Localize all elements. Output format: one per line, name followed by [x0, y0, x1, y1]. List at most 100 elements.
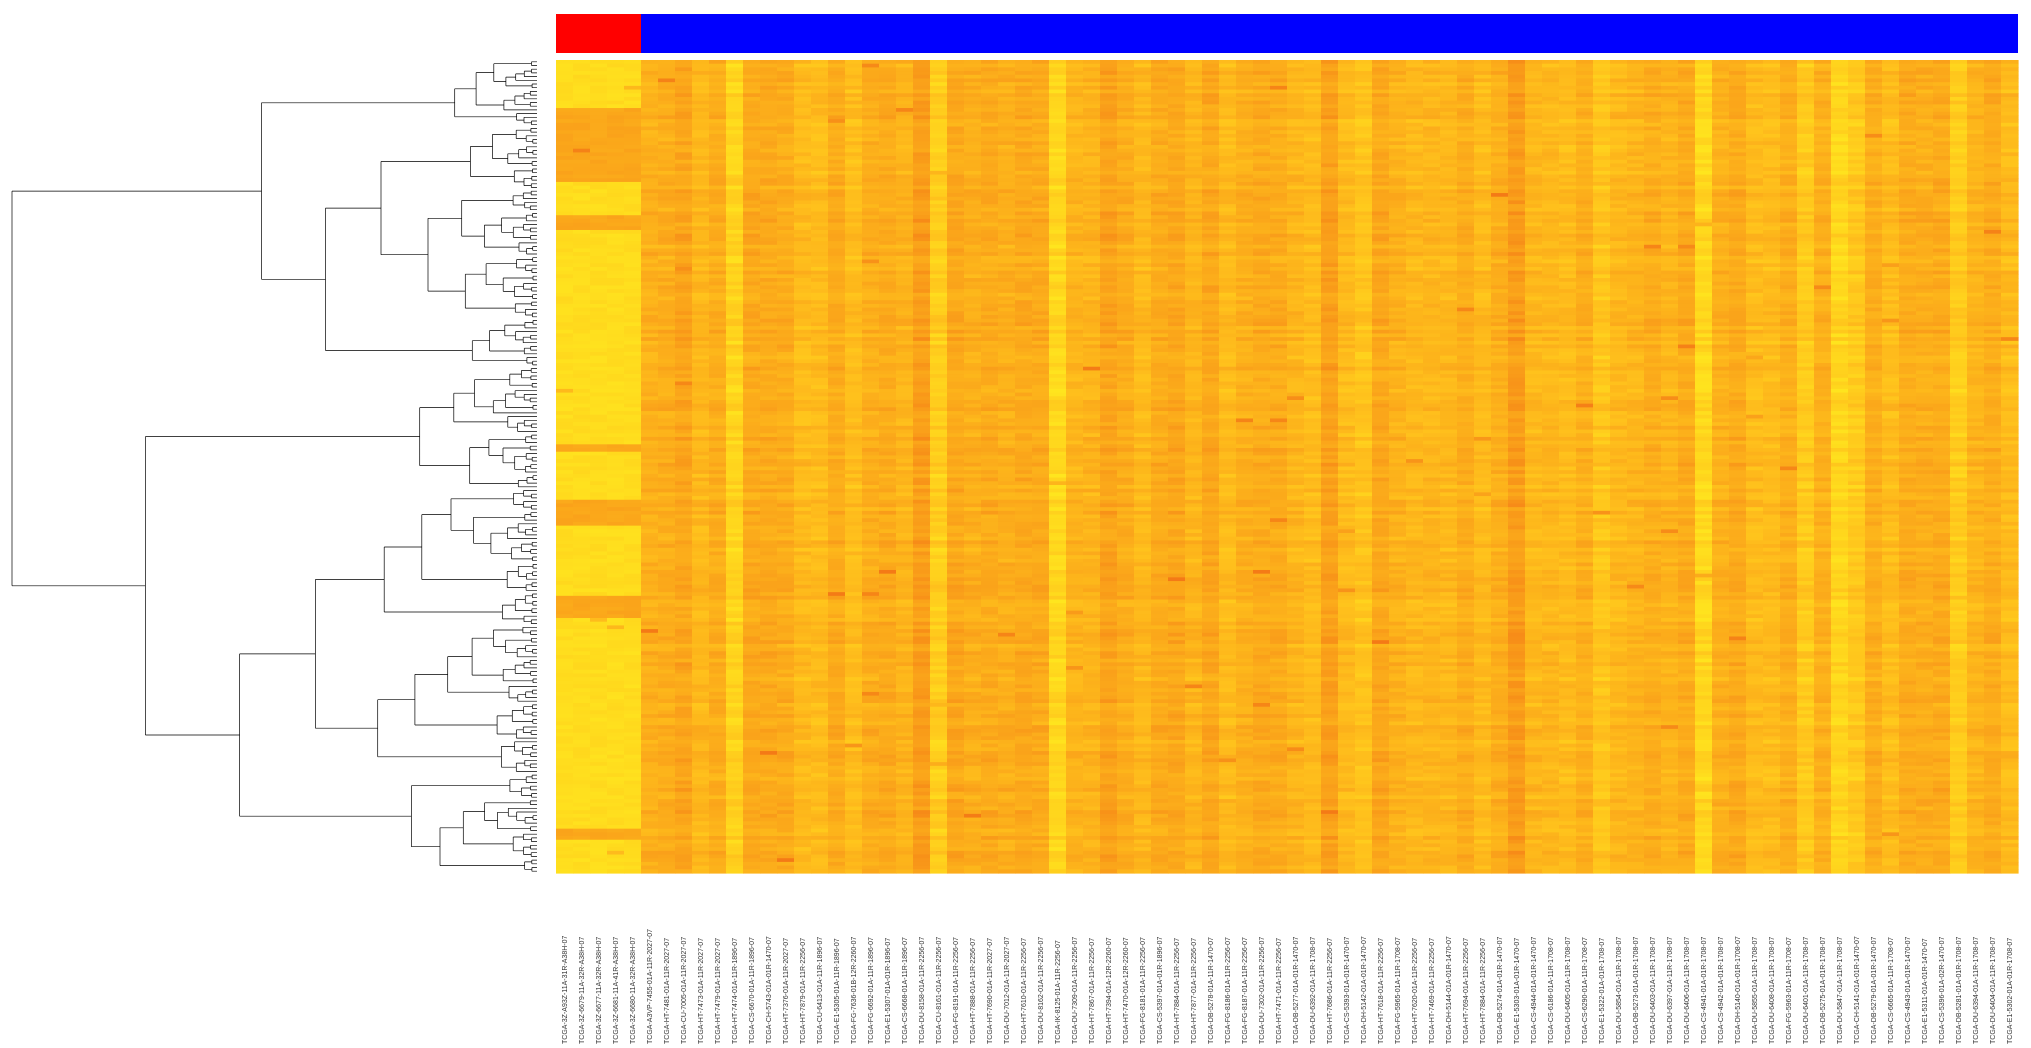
heatmap-cell	[930, 104, 948, 109]
heatmap-cell	[879, 111, 897, 117]
heatmap-cell	[794, 717, 812, 723]
heatmap-cell	[641, 259, 659, 264]
heatmap-cell	[794, 695, 812, 700]
heatmap-cell	[726, 795, 744, 800]
heatmap-cell	[624, 200, 642, 205]
heatmap-cell	[556, 488, 574, 493]
heatmap-cell	[607, 562, 625, 567]
heatmap-cell	[760, 695, 778, 700]
heatmap-cell	[641, 651, 659, 656]
heatmap-cell	[658, 363, 676, 368]
heatmap-cell	[913, 344, 931, 349]
heatmap-cell	[879, 78, 897, 83]
heatmap-cell	[641, 399, 659, 405]
heatmap-cell	[658, 521, 676, 527]
heatmap-cell	[777, 484, 795, 490]
heatmap-cell	[845, 666, 863, 671]
heatmap-cell	[590, 285, 608, 290]
heatmap-cell	[624, 839, 642, 845]
heatmap-cell	[828, 507, 846, 512]
heatmap-cell	[692, 699, 710, 704]
heatmap-cell	[709, 765, 727, 771]
heatmap-cell	[556, 577, 574, 582]
heatmap-cell	[573, 148, 591, 153]
heatmap-cell	[811, 651, 829, 656]
heatmap-cell	[573, 218, 591, 224]
heatmap-cell	[709, 133, 727, 139]
heatmap-cell	[777, 241, 795, 246]
heatmap-cell	[845, 133, 863, 139]
heatmap-cell	[811, 414, 829, 420]
heatmap-cell	[879, 292, 897, 298]
heatmap-cell	[845, 544, 863, 549]
heatmap-cell	[675, 666, 693, 671]
heatmap-cell	[675, 839, 693, 845]
heatmap-cell	[658, 751, 676, 756]
heatmap-cell	[573, 614, 591, 619]
heatmap-cell	[896, 525, 914, 530]
heatmap-cell	[828, 847, 846, 852]
heatmap-cell	[726, 629, 744, 634]
heatmap-cell	[556, 148, 574, 153]
heatmap-cell	[590, 152, 608, 157]
heatmap-cell	[913, 824, 931, 830]
heatmap-cell	[811, 728, 829, 734]
heatmap-cell	[641, 411, 659, 416]
heatmap-cell	[556, 699, 574, 704]
heatmap-cell	[811, 314, 829, 320]
heatmap-cell	[811, 481, 829, 486]
heatmap-cell	[913, 174, 931, 179]
heatmap-cell	[862, 865, 880, 870]
heatmap-cell	[760, 625, 778, 630]
heatmap-cell	[896, 688, 914, 693]
heatmap-cell	[760, 788, 778, 793]
heatmap-cell	[862, 677, 880, 682]
heatmap-cell	[692, 388, 710, 394]
heatmap-cell	[862, 728, 880, 734]
heatmap-cell	[590, 843, 608, 848]
heatmap-cell	[726, 869, 744, 874]
heatmap-cell	[641, 769, 659, 774]
heatmap-cell	[828, 540, 846, 545]
heatmap-cell	[760, 618, 778, 623]
heatmap-cell	[811, 788, 829, 793]
heatmap-cell	[879, 200, 897, 205]
heatmap-cell	[828, 429, 846, 434]
heatmap-cell	[794, 115, 812, 120]
heatmap-cell	[913, 252, 931, 257]
heatmap-cell	[641, 311, 659, 316]
heatmap-cell	[879, 104, 897, 109]
heatmap-cell	[777, 411, 795, 416]
heatmap-cell	[675, 374, 693, 379]
heatmap-cell	[760, 562, 778, 567]
heatmap-cell	[607, 799, 625, 804]
heatmap-cell	[845, 377, 863, 383]
heatmap-cell	[794, 540, 812, 545]
heatmap-cell	[624, 448, 642, 453]
heatmap-cell	[556, 684, 574, 689]
heatmap-cell	[862, 647, 880, 652]
heatmap-cell	[709, 252, 727, 257]
heatmap-cell	[828, 115, 846, 120]
heatmap-cell	[624, 699, 642, 704]
heatmap-cell	[828, 326, 846, 331]
heatmap-cell	[811, 847, 829, 852]
heatmap-cell	[624, 654, 642, 660]
heatmap-cell	[726, 237, 744, 242]
heatmap-cell	[658, 71, 676, 76]
heatmap-cell	[777, 603, 795, 608]
heatmap-cell	[624, 363, 642, 368]
heatmap-cell	[709, 396, 727, 401]
heatmap-cell	[607, 148, 625, 153]
heatmap-cell	[709, 359, 727, 364]
heatmap-cell	[641, 96, 659, 102]
heatmap-cell	[743, 388, 761, 394]
heatmap-cell	[743, 314, 761, 320]
heatmap-cell	[709, 769, 727, 774]
heatmap-cell	[794, 507, 812, 512]
heatmap-cell	[930, 204, 948, 209]
heatmap-cell	[913, 141, 931, 146]
heatmap-cell	[692, 204, 710, 209]
heatmap-cell	[658, 133, 676, 139]
heatmap-cell	[845, 433, 863, 438]
